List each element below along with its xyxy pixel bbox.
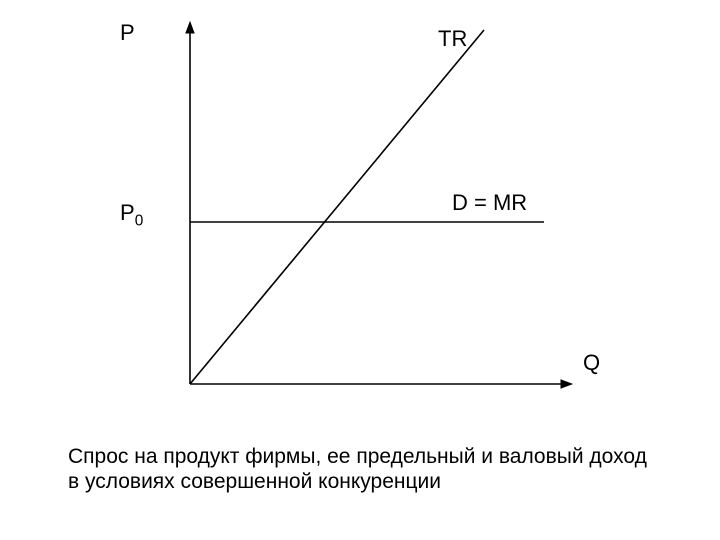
label-p0: P0 xyxy=(120,200,143,231)
label-q: Q xyxy=(583,350,600,376)
chart-caption: Спрос на продукт фирмы, ее предельный и … xyxy=(68,444,652,494)
tr-line xyxy=(190,30,484,384)
label-dmr: D = MR xyxy=(452,190,527,216)
chart-stage: P TR D = MR Q P0 Спрос на продукт фирмы,… xyxy=(0,0,720,540)
label-p: P xyxy=(120,20,135,46)
label-tr: TR xyxy=(438,26,467,52)
